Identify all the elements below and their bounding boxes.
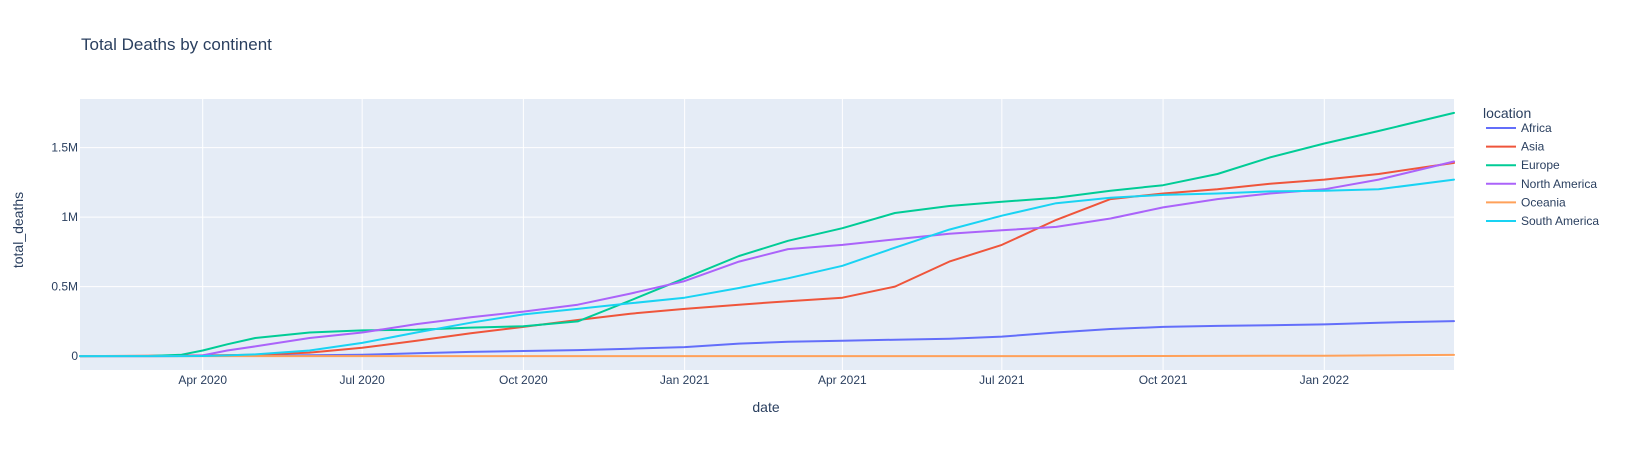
series-line-europe <box>79 111 1455 358</box>
legend[interactable]: location Africa Asia Europe North America Oc… <box>1483 105 1599 228</box>
legend-item-africa[interactable]: Africa <box>1486 121 1552 135</box>
y-tick-label: 1.5M <box>51 141 78 155</box>
legend-item-asia[interactable]: Asia <box>1486 140 1545 154</box>
legend-title: location <box>1483 105 1531 121</box>
x-tick-label: Jul 2020 <box>339 373 385 387</box>
legend-label: Asia <box>1521 140 1545 154</box>
y-tick-label: 0 <box>71 349 78 363</box>
series-line-north-america <box>79 160 1455 358</box>
x-tick-label: Jan 2022 <box>1300 373 1350 387</box>
x-tick-label: Jan 2021 <box>660 373 710 387</box>
x-tick-label: Oct 2021 <box>1139 373 1188 387</box>
series-line-south-america <box>79 178 1455 358</box>
y-tick-label: 0.5M <box>51 280 78 294</box>
x-tick-label: Oct 2020 <box>499 373 548 387</box>
y-tick-label: 1M <box>61 210 78 224</box>
series-line-oceania <box>79 353 1455 358</box>
plot-area <box>80 99 1454 370</box>
y-axis-title: total_deaths <box>10 192 26 268</box>
legend-label: Africa <box>1521 121 1552 135</box>
legend-item-oceania[interactable]: Oceania <box>1486 195 1566 209</box>
x-axis-title: date <box>752 399 779 415</box>
x-tick-label: Jul 2021 <box>979 373 1025 387</box>
chart-title: Total Deaths by continent <box>81 35 272 54</box>
legend-label: Oceania <box>1521 195 1566 209</box>
legend-item-south-america[interactable]: South America <box>1486 214 1599 228</box>
legend-label: Europe <box>1521 158 1560 172</box>
legend-label: North America <box>1521 177 1597 191</box>
legend-item-europe[interactable]: Europe <box>1486 158 1560 172</box>
legend-item-north-america[interactable]: North America <box>1486 177 1597 191</box>
x-tick-label: Apr 2020 <box>178 373 227 387</box>
series-lines <box>79 111 1455 358</box>
legend-label: South America <box>1521 214 1599 228</box>
x-axis-ticks: Apr 2020 Jul 2020 Oct 2020 Jan 2021 Apr 2021… <box>178 373 1349 387</box>
x-tick-label: Apr 2021 <box>818 373 867 387</box>
y-axis-ticks: 0 0.5M 1M 1.5M <box>51 141 78 363</box>
